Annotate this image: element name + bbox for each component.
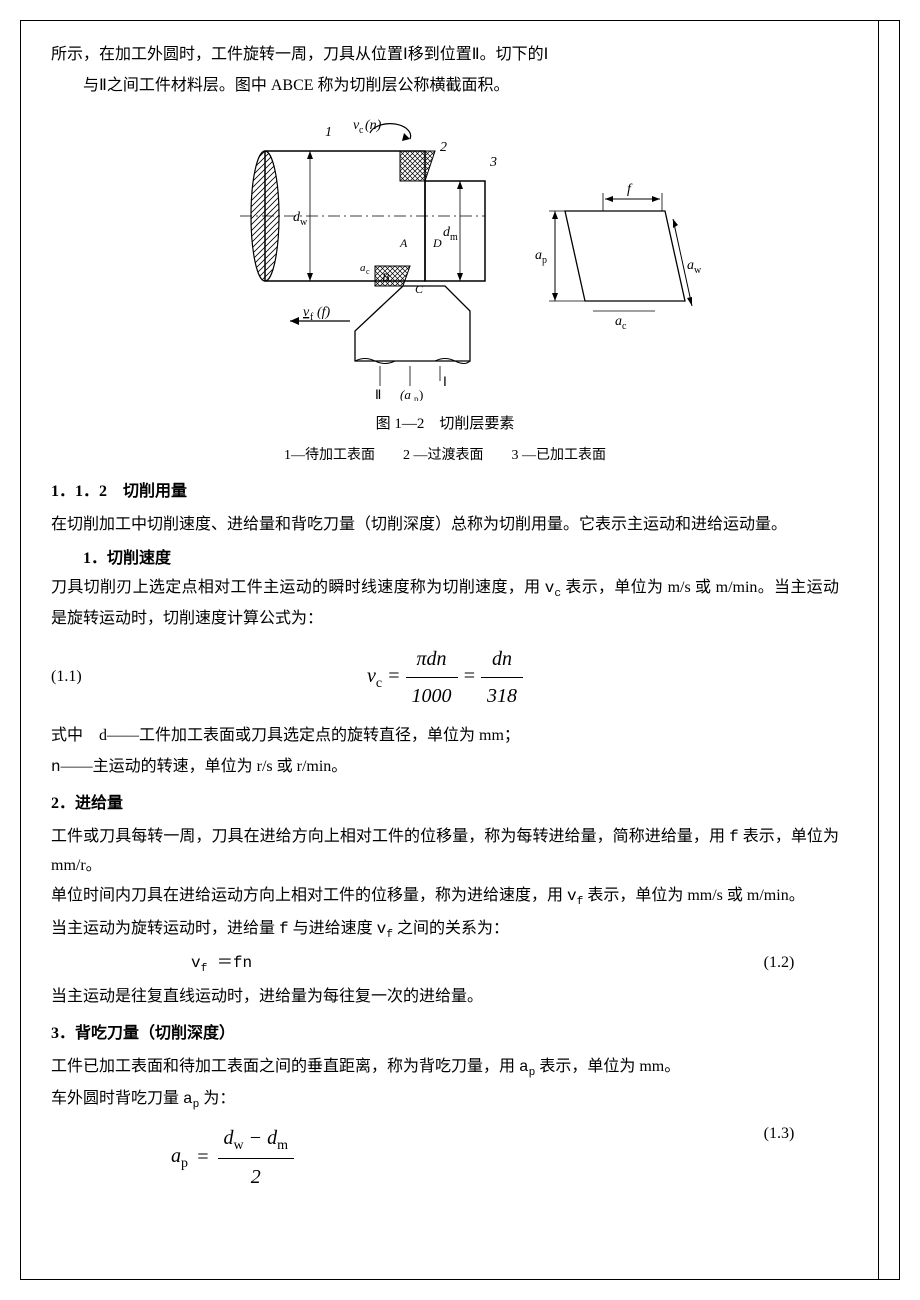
eq-1-1-body: vc = πdn1000 = dn318 [111,641,779,714]
cutting-layer-diagram: 1 v c (n) 2 3 d w [185,111,705,401]
sub1-p1: 刀具切削刃上选定点相对工件主运动的瞬时线速度称为切削速度，用 vc 表示，单位为… [51,574,839,633]
vc-symbol: vc [545,579,561,597]
sub2-title: 2．进给量 [51,790,839,819]
svg-text:a: a [687,258,694,273]
svg-text:): ) [419,387,423,401]
section-1-1-2-title: 1．1．2 切削用量 [51,478,839,507]
svg-text:(f): (f) [317,305,331,320]
svg-text:c: c [622,321,627,332]
intro-line2: 与Ⅱ之间工件材料层。图中 ABCE 称为切削层公称横截面积。 [51,72,839,101]
svg-text:w: w [300,217,308,228]
svg-text:Ⅰ: Ⅰ [443,374,447,389]
svg-text:Ⅱ: Ⅱ [375,387,381,401]
svg-text:A: A [399,236,408,250]
eq-1-3-number: (1.3) [719,1120,839,1195]
sub2-p1: 工件或刀具每转一周，刀具在进给方向上相对工件的位移量，称为每转进给量，简称进给量… [51,823,839,881]
svg-text:w: w [694,265,702,276]
svg-text:a: a [535,248,542,263]
sub3-title: 3．背吃刀量（切削深度） [51,1020,839,1049]
figure-1-2: 1 v c (n) 2 3 d w [51,111,839,401]
fig-label-3: 3 [489,155,497,170]
svg-text:c: c [359,125,364,136]
sub2-p2: 单位时间内刀具在进给运动方向上相对工件的位移量，称为进给速度，用 vf 表示，单… [51,882,839,912]
fig-label-1: 1 [325,125,332,140]
sub1-p1a: 刀具切削刃上选定点相对工件主运动的瞬时线速度称为切削速度，用 [51,579,545,596]
eq-1-2-number: (1.2) [719,949,839,979]
svg-text:m: m [450,232,458,243]
svg-text:(a: (a [400,387,411,401]
sub3-p2: 车外圆时背吃刀量 ap 为： [51,1085,839,1115]
figure-legend: 1—待加工表面 2 —过渡表面 3 —已加工表面 [51,443,839,468]
svg-text:(n): (n) [365,118,382,133]
figure-caption: 图 1—2 切削层要素 [51,411,839,438]
svg-text:p: p [542,255,547,266]
sub2-p3: 当主运动为旋转运动时，进给量 f 与进给速度 vf 之间的关系为： [51,915,839,945]
sub2-p4: 当主运动是往复直线运动时，进给量为每往复一次的进给量。 [51,983,839,1012]
svg-text:C: C [415,282,424,296]
svg-text:f: f [627,182,633,197]
sub3-p1: 工件已加工表面和待加工表面之间的垂直距离，称为背吃刀量，用 ap 表示，单位为 … [51,1053,839,1083]
page-frame: 所示，在加工外圆时，工件旋转一周，刀具从位置Ⅰ移到位置Ⅱ。切下的Ⅰ 与Ⅱ之间工件… [20,20,900,1280]
equation-1-3: ap = dw − dm 2 (1.3) [51,1120,839,1195]
svg-text:B: B [382,270,390,284]
svg-text:a: a [615,314,622,329]
svg-text:c: c [366,267,370,276]
where-n: nn——主运动的转速，单位为 r/s 或 r/min。——主运动的转速，单位为 … [51,753,839,782]
fig-label-2: 2 [440,140,447,155]
where-d: 式中 d——工件加工表面或刀具选定点的旋转直径，单位为 mm； [51,722,839,751]
sec112-p1: 在切削加工中切削速度、进给量和背吃刀量（切削深度）总称为切削用量。它表示主运动和… [51,511,839,540]
equation-1-1: (1.1) vc = πdn1000 = dn318 [51,641,839,714]
equation-1-2: vf ＝fn (1.2) [51,949,839,979]
svg-text:v: v [303,305,310,320]
intro-line1: 所示，在加工外圆时，工件旋转一周，刀具从位置Ⅰ移到位置Ⅱ。切下的Ⅰ [51,41,839,70]
sub1-title: 1．切削速度 [51,545,839,574]
eq-1-1-number: (1.1) [51,663,111,692]
content-area: 所示，在加工外圆时，工件旋转一周，刀具从位置Ⅰ移到位置Ⅱ。切下的Ⅰ 与Ⅱ之间工件… [51,41,869,1195]
svg-text:D: D [432,236,442,250]
